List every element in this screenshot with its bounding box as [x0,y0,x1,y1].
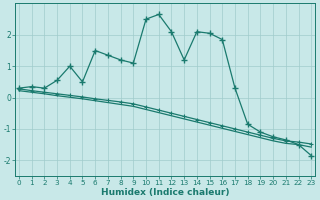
X-axis label: Humidex (Indice chaleur): Humidex (Indice chaleur) [101,188,229,197]
